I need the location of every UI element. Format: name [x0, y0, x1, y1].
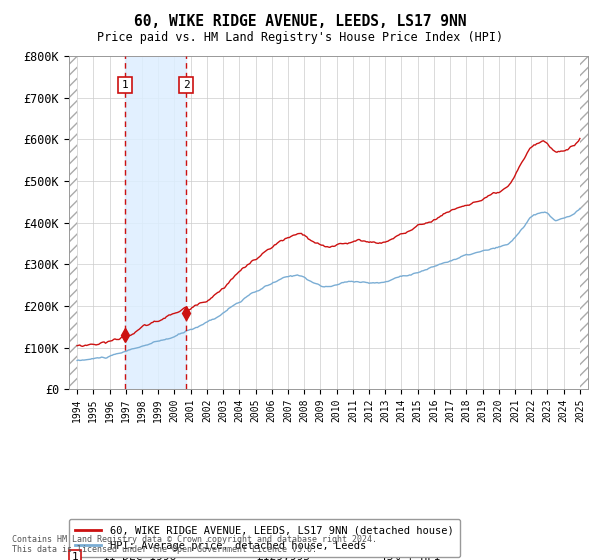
Text: This data is licensed under the Open Government Licence v3.0.: This data is licensed under the Open Gov…: [12, 545, 317, 554]
Text: Price paid vs. HM Land Registry's House Price Index (HPI): Price paid vs. HM Land Registry's House …: [97, 31, 503, 44]
Text: 1: 1: [71, 553, 79, 560]
Text: Contains HM Land Registry data © Crown copyright and database right 2024.: Contains HM Land Registry data © Crown c…: [12, 535, 377, 544]
Text: 2: 2: [183, 80, 190, 90]
Legend: 60, WIKE RIDGE AVENUE, LEEDS, LS17 9NN (detached house), HPI: Average price, det: 60, WIKE RIDGE AVENUE, LEEDS, LS17 9NN (…: [69, 519, 460, 557]
Text: 60, WIKE RIDGE AVENUE, LEEDS, LS17 9NN: 60, WIKE RIDGE AVENUE, LEEDS, LS17 9NN: [134, 14, 466, 29]
Text: £129,995: £129,995: [256, 553, 310, 560]
Text: 1: 1: [122, 80, 128, 90]
Text: 11-DEC-1996: 11-DEC-1996: [103, 553, 177, 560]
Text: 45% ↑ HPI: 45% ↑ HPI: [380, 553, 441, 560]
Bar: [125, 56, 186, 389]
